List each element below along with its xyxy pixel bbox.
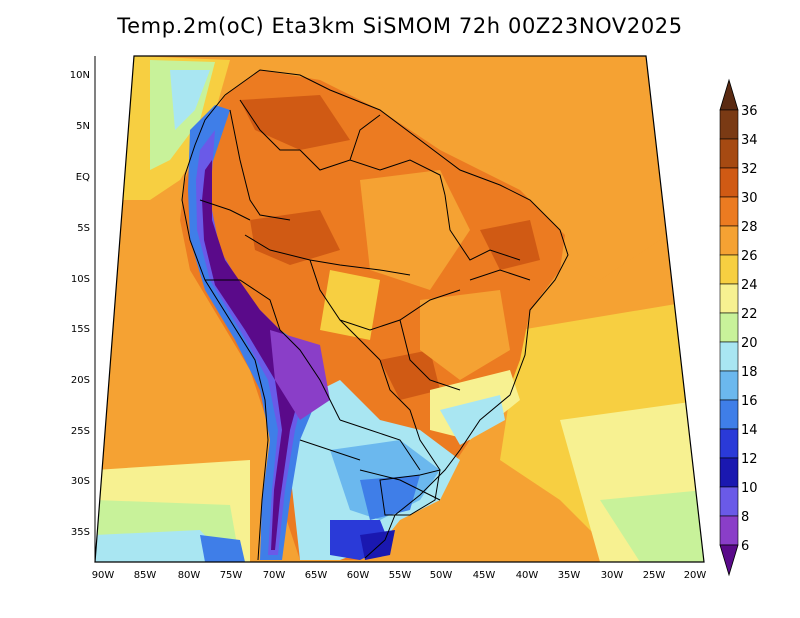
lat-tick-label: EQ — [76, 172, 90, 183]
lon-tick-label: 60W — [347, 570, 370, 581]
lat-tick-label: 15S — [71, 324, 90, 335]
lon-tick-label: 40W — [516, 570, 539, 581]
political-borders — [181, 69, 569, 561]
colorbar-segment — [719, 196, 739, 227]
colorbar-label: 22 — [741, 307, 758, 322]
colorbar-label: 34 — [741, 133, 758, 148]
lat-tick-label: 30S — [71, 476, 90, 487]
colorbar-label: 28 — [741, 220, 758, 235]
colorbar-label: 30 — [741, 191, 758, 206]
colorbar-label: 32 — [741, 162, 758, 177]
lon-tick-label: 35W — [558, 570, 581, 581]
colorbar-segment — [719, 312, 739, 343]
lon-tick-label: 75W — [220, 570, 243, 581]
lat-tick-label: 20S — [71, 375, 90, 386]
colorbar-label: 20 — [741, 336, 758, 351]
colorbar-segment — [719, 341, 739, 372]
lon-tick-label: 90W — [92, 570, 115, 581]
lat-tick-label: 25S — [71, 426, 90, 437]
lon-tick-label: 50W — [430, 570, 453, 581]
colorbar-segment — [719, 225, 739, 256]
colorbar-label: 10 — [741, 481, 758, 496]
colorbar-label: 12 — [741, 452, 758, 467]
lat-tick-label: 5S — [77, 223, 90, 234]
colorbar-label: 36 — [741, 104, 758, 119]
colorbar-segment — [719, 283, 739, 314]
colorbar-segment — [719, 428, 739, 459]
lon-tick-label: 65W — [305, 570, 328, 581]
colorbar-segment — [719, 486, 739, 517]
lon-tick-label: 20W — [684, 570, 707, 581]
colorbar-segment — [719, 399, 739, 430]
map-title: Temp.2m(oC) Eta3km SiSMOM 72h 00Z23NOV20… — [117, 14, 683, 38]
lon-tick-label: 85W — [134, 570, 157, 581]
colorbar-label: 18 — [741, 365, 758, 380]
lat-tick-label: 10N — [70, 70, 90, 81]
lon-tick-label: 25W — [643, 570, 666, 581]
lon-tick-label: 80W — [178, 570, 201, 581]
colorbar-segment — [719, 138, 739, 169]
lon-tick-label: 30W — [601, 570, 624, 581]
colorbar-segment — [719, 515, 739, 546]
colorbar-top-arrow — [719, 78, 739, 111]
colorbar-label: 8 — [741, 510, 749, 525]
longitude-axis: 90W 85W 80W 75W 70W 65W 60W 55W 50W 45W … — [92, 561, 707, 581]
lon-tick-label: 45W — [473, 570, 496, 581]
colorbar-label: 6 — [741, 539, 749, 554]
latitude-axis: 10N 5N EQ 5S 10S 15S 20S 25S 30S 35S — [70, 56, 96, 562]
lat-tick-label: 5N — [76, 121, 90, 132]
colorbar-segment — [719, 167, 739, 198]
colorbar-segment — [719, 457, 739, 488]
colorbar-label: 16 — [741, 394, 758, 409]
colorbar-label: 26 — [741, 249, 758, 264]
colorbar: 36 34 32 30 28 26 24 22 20 18 16 14 12 1… — [719, 78, 758, 577]
temperature-field — [95, 56, 704, 562]
lon-tick-label: 70W — [263, 570, 286, 581]
colorbar-label: 24 — [741, 278, 758, 293]
lat-tick-label: 35S — [71, 527, 90, 538]
colorbar-bottom-arrow — [719, 544, 739, 577]
lat-tick-label: 10S — [71, 274, 90, 285]
lon-tick-label: 55W — [389, 570, 412, 581]
colorbar-segment — [719, 254, 739, 285]
colorbar-label: 14 — [741, 423, 758, 438]
colorbar-segment — [719, 370, 739, 401]
colorbar-segment — [719, 109, 739, 140]
